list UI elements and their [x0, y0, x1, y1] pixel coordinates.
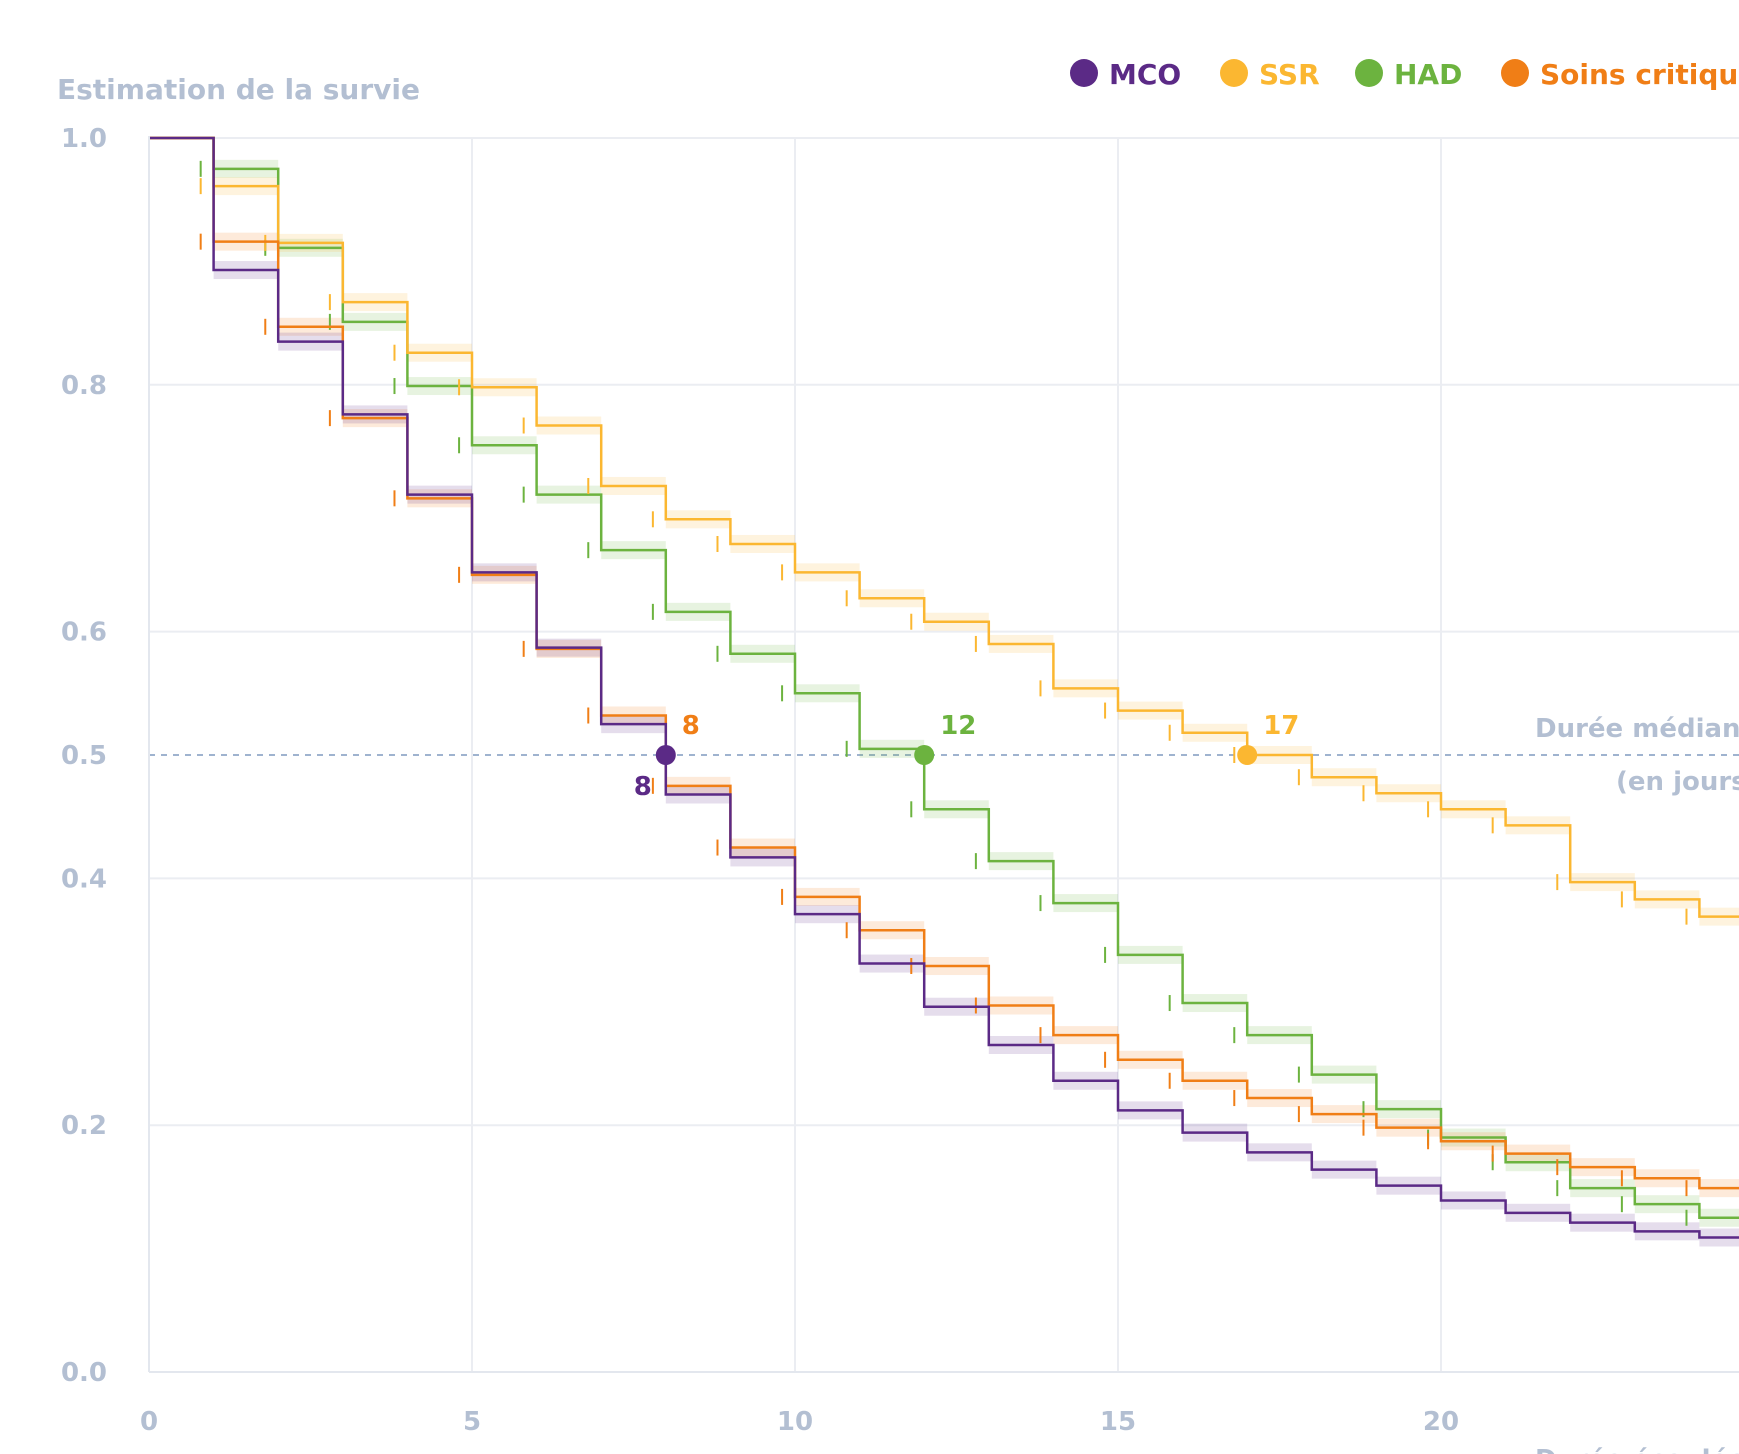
median-value-label: 12	[940, 711, 976, 741]
legend-swatch	[1220, 59, 1248, 87]
series-line-soins-critiques	[149, 136, 1739, 1190]
y-tick-label: 0.0	[61, 1358, 107, 1388]
legend-swatch	[1070, 59, 1098, 87]
confidence-bands	[213, 159, 1739, 1247]
median-value-label: 8	[682, 711, 700, 741]
x-axis-label: Durée écoulée (en jours)	[1535, 1445, 1739, 1454]
legend-label: SSR	[1259, 58, 1320, 91]
legend-swatch	[1501, 59, 1529, 87]
median-value-label: 17	[1263, 711, 1299, 741]
y-tick-label: 0.4	[61, 864, 107, 894]
y-tick-label: 1.0	[61, 124, 107, 154]
series-line-had	[149, 136, 1739, 1219]
x-tick-label: 0	[140, 1407, 158, 1437]
median-marker	[914, 745, 935, 765]
axes: 1.0 0.8 0.6 0.5 0.4 0.2 0.0 0 5 10 15 20	[61, 124, 1739, 1437]
legend: MCO SSR HAD Soins critiques	[1070, 58, 1739, 91]
y-tick-label: 0.8	[61, 371, 107, 401]
series-line-mco	[149, 136, 1739, 1239]
legend-item: HAD	[1355, 58, 1462, 91]
x-tick-label: 20	[1423, 1407, 1459, 1437]
x-tick-label: 5	[463, 1407, 481, 1437]
legend-item: Soins critiques	[1501, 58, 1739, 91]
median-value-label: 8	[634, 772, 652, 802]
series-line-ssr	[149, 136, 1739, 918]
legend-swatch	[1355, 59, 1383, 87]
y-tick-label: 0.2	[61, 1111, 107, 1141]
median-markers: 8 17 12 8	[634, 711, 1300, 802]
median-annotation-line1: Durée médiane	[1535, 714, 1739, 744]
y-tick-label: 0.5	[61, 741, 107, 771]
median-marker	[655, 745, 676, 765]
legend-label: HAD	[1394, 58, 1462, 91]
legend-item: MCO	[1070, 58, 1181, 91]
median-marker	[1237, 745, 1258, 765]
y-tick-label: 0.6	[61, 618, 107, 648]
median-annotation-line2: (en jours)	[1616, 767, 1739, 797]
y-axis-label: Estimation de la survie	[57, 73, 420, 106]
legend-item: SSR	[1220, 58, 1320, 91]
x-tick-label: 10	[777, 1407, 813, 1437]
series-lines	[149, 136, 1739, 1239]
legend-label: MCO	[1109, 58, 1181, 91]
legend-label: Soins critiques	[1540, 58, 1739, 91]
x-tick-label: 15	[1100, 1407, 1136, 1437]
